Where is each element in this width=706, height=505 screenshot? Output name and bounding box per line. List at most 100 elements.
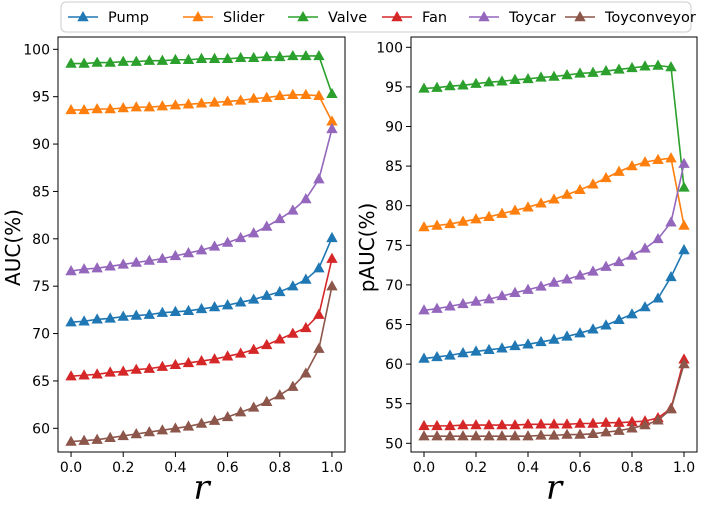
legend-marker	[77, 11, 89, 22]
plot-frame	[57, 36, 346, 453]
y-tick-label: 85	[32, 184, 50, 200]
data-point	[561, 418, 573, 429]
data-point	[78, 315, 90, 326]
data-point	[234, 347, 247, 358]
data-point	[457, 79, 469, 90]
data-point	[65, 316, 77, 327]
data-point	[639, 301, 651, 312]
data-point	[470, 419, 482, 430]
data-point	[195, 244, 208, 255]
data-point	[208, 96, 221, 107]
y-tick-label: 65	[32, 374, 50, 390]
data-point	[130, 256, 142, 267]
y-tick-label: 60	[32, 421, 50, 437]
legend-entry-toyconveyor: Toyconveyor	[565, 10, 696, 26]
data-point	[457, 347, 469, 358]
x-tick-label: 0.6	[569, 460, 591, 476]
x-tick-label: 1.0	[673, 460, 695, 476]
data-point	[234, 51, 247, 63]
data-point	[195, 97, 208, 108]
data-point	[509, 73, 521, 84]
data-point	[247, 293, 260, 304]
data-point	[169, 358, 182, 370]
data-point	[221, 350, 234, 361]
data-point	[326, 231, 338, 243]
data-point	[169, 99, 182, 110]
legend-label: Pump	[108, 10, 149, 26]
data-point	[600, 426, 612, 437]
data-point	[483, 210, 495, 221]
data-point	[326, 87, 338, 99]
series-toyconveyor	[65, 280, 338, 446]
data-point	[613, 63, 625, 74]
data-point	[117, 102, 129, 113]
data-point	[313, 89, 325, 100]
data-point	[234, 406, 247, 417]
data-point	[418, 419, 430, 431]
data-point	[78, 369, 90, 380]
data-point	[287, 280, 299, 291]
data-point	[91, 433, 103, 444]
data-point	[652, 59, 664, 70]
data-point	[457, 430, 469, 441]
legend-marker	[297, 11, 309, 22]
data-point	[91, 262, 103, 273]
data-point	[535, 335, 547, 347]
data-point	[156, 360, 169, 371]
legend-label: Fan	[422, 10, 447, 26]
data-point	[169, 305, 182, 316]
data-point	[522, 418, 534, 429]
data-point	[470, 295, 482, 306]
data-point	[496, 342, 508, 353]
data-point	[261, 50, 273, 62]
data-point	[234, 296, 247, 307]
data-point	[274, 89, 286, 100]
data-point	[208, 414, 221, 425]
y-tick-label: 80	[385, 199, 403, 215]
data-point	[587, 265, 599, 276]
data-point	[208, 52, 221, 63]
data-point	[444, 300, 456, 311]
x-tick-label: 0.4	[517, 460, 539, 476]
data-point	[221, 236, 234, 247]
data-point	[418, 304, 430, 315]
legend-label: Slider	[223, 10, 264, 26]
data-point	[626, 422, 638, 433]
x-tick-label: 0.0	[60, 460, 82, 476]
data-point	[300, 321, 312, 333]
data-point	[457, 215, 469, 226]
data-point	[535, 197, 547, 208]
data-point	[561, 188, 573, 199]
data-point	[509, 286, 521, 298]
data-point	[143, 101, 156, 112]
data-point	[169, 422, 182, 433]
data-point	[287, 49, 299, 61]
series-slider	[65, 88, 338, 126]
data-point	[626, 415, 638, 427]
data-point	[496, 430, 508, 441]
data-point	[574, 417, 586, 428]
data-point	[535, 429, 547, 440]
y-axis-label: AUC(%)	[1, 209, 25, 286]
data-point	[652, 232, 664, 244]
data-point	[326, 280, 338, 291]
data-point	[678, 219, 690, 230]
y-tick-label: 100	[376, 40, 403, 56]
data-point	[130, 363, 142, 374]
data-point	[444, 430, 456, 441]
data-point	[274, 50, 286, 62]
data-point	[104, 56, 116, 67]
x-tick-label: 1.0	[321, 460, 343, 476]
data-point	[221, 95, 234, 106]
legend-frame	[60, 1, 692, 33]
data-point	[313, 308, 325, 319]
series-toycar	[418, 157, 690, 315]
data-point	[600, 65, 612, 76]
data-point	[274, 212, 286, 224]
y-tick-label: 60	[385, 357, 403, 373]
series-toycar	[65, 122, 338, 276]
data-point	[117, 310, 129, 321]
data-point	[221, 52, 234, 63]
data-point	[91, 56, 103, 67]
